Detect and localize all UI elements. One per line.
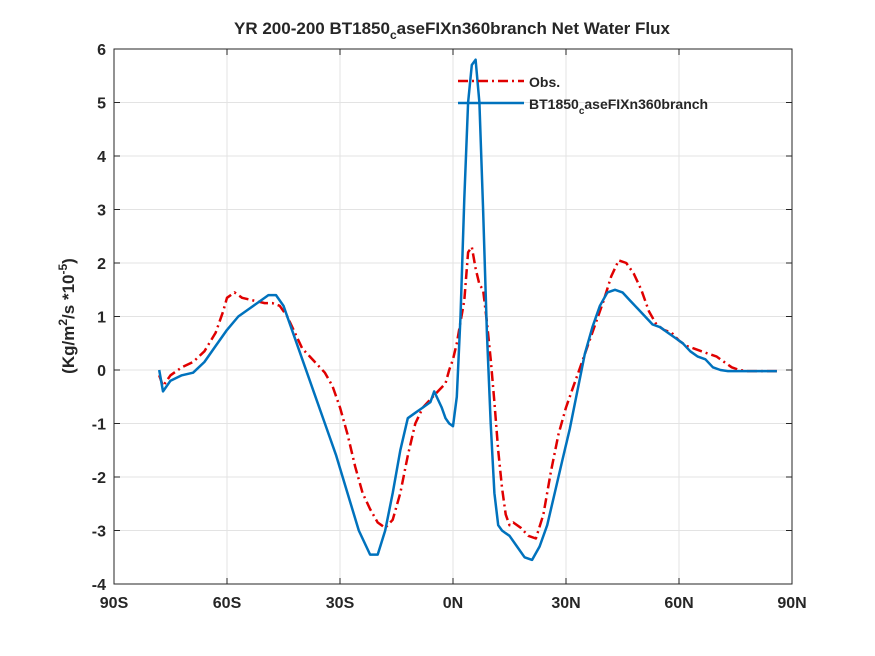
y-label-close: ) [59,258,78,264]
y-tick-label: 1 [97,310,106,327]
y-tick-label: 0 [97,363,106,380]
chart-title-subscript: c [390,28,397,42]
y-tick-label: -3 [92,524,106,541]
chart-title-main: YR 200-200 BT1850 [234,19,390,38]
chart-title: YR 200-200 BT1850caseFIXn360branch Net W… [234,19,671,42]
y-tick-label: 6 [97,42,106,59]
x-tick-label: 60N [664,595,693,612]
y-tick-label: 2 [97,256,106,273]
x-tick-label: 90N [777,595,806,612]
y-tick-label: -2 [92,470,106,487]
y-tick-label: 5 [97,96,106,113]
x-axis: 90S 60S 30S 0N 30N 60N 90N [100,49,807,612]
y-tick-label: -1 [92,417,106,434]
legend-model-sub: c [579,106,585,117]
y-axis: -4 -3 -2 -1 0 1 2 3 4 5 6 [92,42,792,594]
series-layer [157,58,777,562]
series-line-1 [157,58,777,562]
x-tick-label: 30N [551,595,580,612]
legend-model-rest: aseFIXn360branch [584,96,708,112]
y-label-mid: /s *10 [59,275,78,319]
x-tick-label: 0N [443,595,463,612]
x-tick-label: 30S [326,595,355,612]
y-tick-label: 4 [97,149,106,166]
y-label-sup2: -5 [56,264,70,275]
legend-model-main: BT1850 [529,96,579,112]
legend-label-obs: Obs. [529,74,560,90]
y-label-open: (Kg/m [59,326,78,374]
chart-title-rest: aseFIXn360branch Net Water Flux [397,19,671,38]
y-tick-label: 3 [97,203,106,220]
x-tick-label: 90S [100,595,129,612]
y-label-sup1: 2 [56,319,70,326]
legend-label-model: BT1850caseFIXn360branch [529,96,708,117]
y-tick-label: -4 [92,577,106,594]
x-tick-label: 60S [213,595,242,612]
legend: Obs. BT1850caseFIXn360branch [458,74,708,117]
y-axis-label: (Kg/m2/s *10-5) [56,258,78,374]
